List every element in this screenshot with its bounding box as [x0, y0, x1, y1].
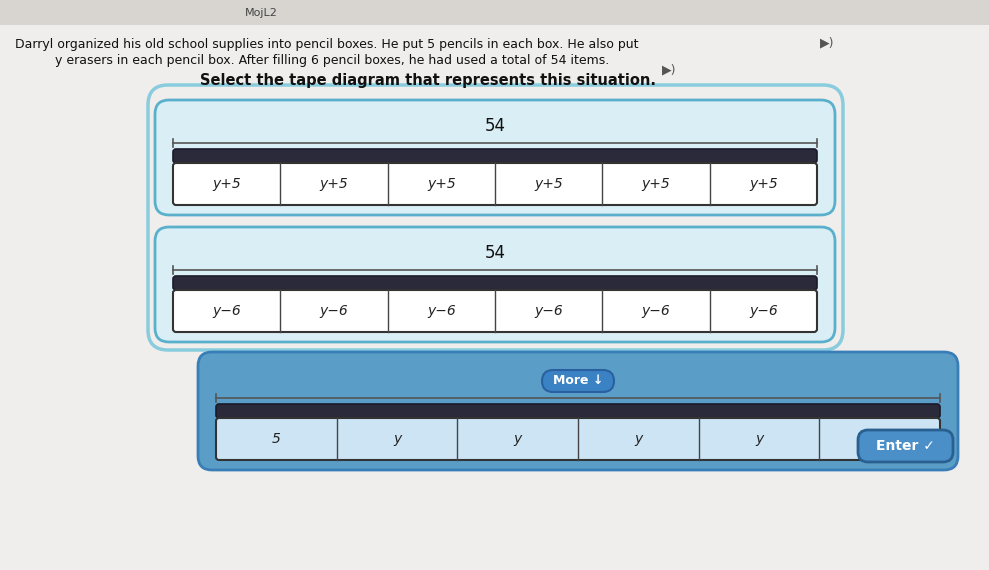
Text: y−6: y−6: [427, 304, 456, 318]
Text: y+5: y+5: [319, 177, 348, 191]
Text: Darryl organized his old school supplies into pencil boxes. He put 5 pencils in : Darryl organized his old school supplies…: [15, 38, 639, 51]
Text: y: y: [634, 432, 643, 446]
FancyBboxPatch shape: [173, 149, 817, 163]
Text: 54: 54: [485, 244, 505, 262]
FancyBboxPatch shape: [155, 227, 835, 342]
Text: y+5: y+5: [427, 177, 456, 191]
FancyBboxPatch shape: [216, 404, 940, 418]
Text: y: y: [755, 432, 764, 446]
Text: y: y: [513, 432, 522, 446]
Text: y−6: y−6: [534, 304, 563, 318]
Text: y−6: y−6: [749, 304, 777, 318]
Text: y+5: y+5: [534, 177, 563, 191]
FancyBboxPatch shape: [542, 370, 614, 392]
Text: Enter ✓: Enter ✓: [876, 439, 935, 453]
Text: y+5: y+5: [642, 177, 671, 191]
Text: y+5: y+5: [213, 177, 241, 191]
Text: y+5: y+5: [749, 177, 777, 191]
Text: y−6: y−6: [319, 304, 348, 318]
Text: ▶): ▶): [820, 36, 835, 50]
FancyBboxPatch shape: [173, 276, 817, 290]
FancyBboxPatch shape: [198, 352, 958, 470]
Text: y: y: [875, 432, 884, 446]
Text: 54: 54: [485, 117, 505, 135]
FancyBboxPatch shape: [858, 430, 953, 462]
FancyBboxPatch shape: [173, 290, 817, 332]
FancyBboxPatch shape: [0, 0, 989, 25]
Text: y erasers in each pencil box. After filling 6 pencil boxes, he had used a total : y erasers in each pencil box. After fill…: [55, 54, 609, 67]
Text: More ↓: More ↓: [553, 374, 603, 388]
Text: y−6: y−6: [213, 304, 241, 318]
Text: y: y: [393, 432, 402, 446]
Text: 54: 54: [568, 372, 588, 390]
FancyBboxPatch shape: [173, 163, 817, 205]
FancyBboxPatch shape: [216, 418, 940, 460]
FancyBboxPatch shape: [155, 100, 835, 215]
Text: y−6: y−6: [642, 304, 671, 318]
Text: ▶): ▶): [662, 63, 676, 76]
Text: Select the tape diagram that represents this situation.: Select the tape diagram that represents …: [200, 73, 656, 88]
Text: MojL2: MojL2: [245, 8, 278, 18]
Text: 5: 5: [272, 432, 281, 446]
